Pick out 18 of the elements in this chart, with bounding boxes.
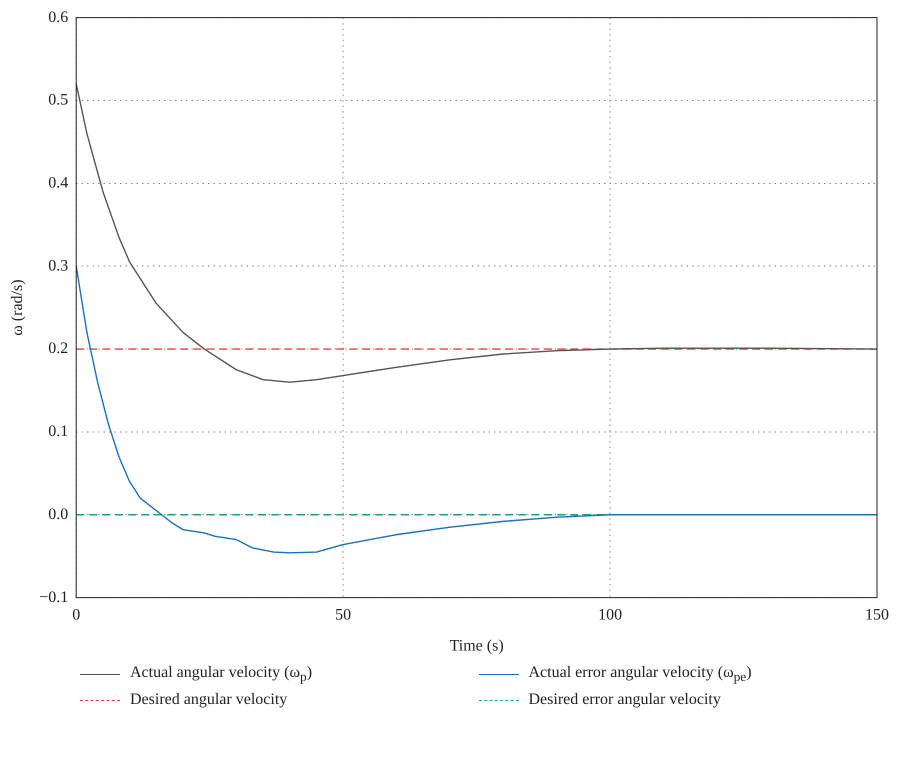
legend-label: Desired error angular velocity <box>528 691 721 710</box>
y-tick-label: 0.1 <box>48 423 68 440</box>
y-tick-label: 0.0 <box>48 506 68 523</box>
y-tick-label: 0.6 <box>48 8 68 26</box>
y-tick-label: 0.2 <box>48 340 68 358</box>
x-tick-label: 0 <box>72 606 80 624</box>
y-tick-label: 0.5 <box>48 92 68 109</box>
x-tick-label: 150 <box>865 606 889 624</box>
y-axis-title: ω (rad/s) <box>8 279 26 336</box>
y-tick-label: 0.3 <box>48 257 68 274</box>
y-tick-label: −0.1 <box>39 588 68 606</box>
x-tick-label: 100 <box>598 606 622 624</box>
legend-label: Actual error angular velocity (ω$_{pe}$) <box>528 664 752 686</box>
y-tick-label: 0.4 <box>48 174 68 192</box>
x-axis-title: Time (s) <box>450 638 504 655</box>
legend-label: Desired angular velocity <box>130 691 288 710</box>
x-tick-label: 50 <box>335 606 352 624</box>
legend-label: Actual angular velocity (ω$_{p}$) <box>130 664 312 686</box>
